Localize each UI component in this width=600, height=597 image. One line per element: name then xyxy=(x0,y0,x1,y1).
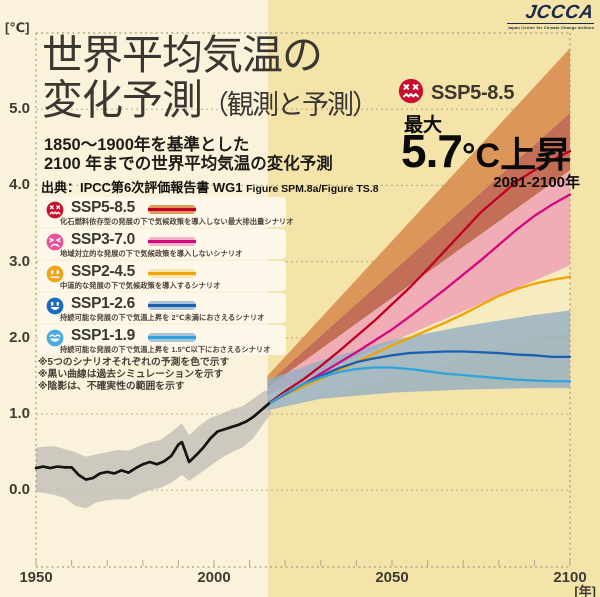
callout-value-number: 5.7 xyxy=(401,125,463,177)
x-tick-label-2100: 2100 xyxy=(553,569,587,586)
legend-item-ssp119: SSP1-1.9 持続可能な発展の下で気温上昇を 1.5℃以下におさえるシナリオ xyxy=(38,325,286,355)
source-citation: 出典：IPCC第6次評価報告書 WG1 Figure SPM.8a/Figure… xyxy=(41,177,379,196)
callout-value-unit: °C xyxy=(461,137,501,175)
band-ssp585-range xyxy=(267,48,570,384)
page-subtitle: 1850～1900年を基準とした 2100 年までの世界平均気温の変化予測 xyxy=(44,136,333,175)
y-tick-label-4.0: 4.0 xyxy=(9,176,30,194)
x-tick-label-2000: 2000 xyxy=(197,569,231,586)
jccca-logo-text: JCCCA xyxy=(524,2,596,23)
legend-desc-ssp585: 化石燃料依存型の発展の下で気候政策を導入しない最大排出量シナリオ xyxy=(60,216,294,226)
callout-max-label: 最大 xyxy=(404,115,443,136)
page-title: 世界平均気温の 変化予測（観測と予測） xyxy=(42,32,379,124)
legend-line-sample-ssp370 xyxy=(148,237,196,246)
y-tick-label-3.0: 3.0 xyxy=(9,252,30,270)
page-subtitle-line1: 1850～1900年を基準とした xyxy=(44,136,250,154)
band-historical-range xyxy=(36,389,271,509)
ssp585-callout-label: SSP5-8.5 xyxy=(431,82,515,104)
line-ssp119 xyxy=(269,366,572,404)
legend-line-sample-ssp585 xyxy=(148,205,196,214)
x-tick-label-1950: 1950 xyxy=(19,569,53,586)
page-title-line1: 世界平均気温の xyxy=(42,32,323,78)
source-figure-reference: Figure SPM.8a/Figure TS.8 xyxy=(246,183,379,195)
x-axis-unit: [年] xyxy=(574,584,596,597)
callout-value-rise: 上昇 xyxy=(500,134,571,175)
footnote-3: ※陰影は、不確実性の範囲を示す xyxy=(38,380,185,392)
line-historical xyxy=(34,400,273,481)
legend-label-ssp370: SSP3-7.0 xyxy=(71,231,135,248)
band-ssp126-ssp119-range xyxy=(267,310,570,411)
callout-max-value: 5.7 °C 上昇 xyxy=(401,124,571,178)
page-title-line2: 変化予測 xyxy=(42,77,203,124)
jccca-logo-tagline: Japan Center for Climate Change Actions xyxy=(507,23,594,30)
x-tick-label-2050: 2050 xyxy=(375,569,409,586)
y-axis-ticks: 0.0 1.0 2.0 3.0 4.0 5.0 xyxy=(0,0,30,597)
legend-item-ssp585: SSP5-8.5 化石燃料依存型の発展の下で気候政策を導入しない最大排出量シナリオ xyxy=(38,197,294,227)
legend-desc-ssp370: 地域対立的な発展の下で気候政策を導入しないシナリオ xyxy=(60,248,243,258)
ssp126-face-icon xyxy=(46,297,64,315)
ssp245-face-icon xyxy=(46,265,64,283)
legend-item-ssp126: SSP1-2.6 持続可能な発展の下で気温上昇を 2℃未満におさえるシナリオ xyxy=(38,293,286,323)
legend-desc-ssp126: 持続可能な発展の下で気温上昇を 2℃未満におさえるシナリオ xyxy=(60,312,265,322)
jccca-logo: JCCCA Japan Center for Climate Change Ac… xyxy=(507,2,596,30)
ssp585-face-icon xyxy=(46,201,64,219)
ssp585-callout-header: SSP5-8.5 xyxy=(398,78,515,109)
y-axis-unit: [℃] xyxy=(5,20,30,35)
legend-line-sample-ssp245 xyxy=(148,269,196,278)
legend-label-ssp126: SSP1-2.6 xyxy=(71,295,135,312)
band-ssp370-range xyxy=(267,170,570,395)
ssp585-angry-face-icon xyxy=(398,78,424,109)
ssp119-face-icon xyxy=(46,329,64,347)
line-ssp370 xyxy=(269,193,572,404)
ssp370-face-icon xyxy=(46,233,64,251)
page-subtitle-line2: 2100 年までの世界平均気温の変化予測 xyxy=(44,155,333,174)
footnote-1: ※5つのシナリオそれぞれの予測を色で示す xyxy=(38,357,230,368)
footnotes: ※5つのシナリオそれぞれの予測を色で示す ※黒い曲線は過去シミュレーションを示す ※… xyxy=(38,357,229,393)
line-ssp245 xyxy=(269,275,572,404)
callout-period: 2081-2100年 xyxy=(493,174,580,191)
legend-label-ssp119: SSP1-1.9 xyxy=(71,327,135,344)
page-title-suffix: （観測と予測） xyxy=(202,90,379,121)
footnote-2: ※黒い曲線は過去シミュレーションを示す xyxy=(38,368,224,380)
scenario-legend: SSP5-8.5 化石燃料依存型の発展の下で気候政策を導入しない最大排出量シナリオ… xyxy=(38,197,294,357)
legend-item-ssp245: SSP2-4.5 中道的な発展の下で気候政策を導入するシナリオ xyxy=(38,261,286,291)
legend-label-ssp585: SSP5-8.5 xyxy=(71,199,135,216)
y-tick-label-1.0: 1.0 xyxy=(9,405,30,422)
y-tick-label-2.0: 2.0 xyxy=(9,328,30,346)
y-tick-label-5.0: 5.0 xyxy=(9,100,30,118)
legend-line-sample-ssp119 xyxy=(148,333,196,342)
legend-item-ssp370: SSP3-7.0 地域対立的な発展の下で気候政策を導入しないシナリオ xyxy=(38,229,286,259)
source-citation-text: 出典：IPCC第6次評価報告書 WG1 xyxy=(41,180,247,195)
band-ssp370-ssp585-overlap xyxy=(267,113,570,388)
line-ssp126 xyxy=(269,350,572,404)
legend-label-ssp245: SSP2-4.5 xyxy=(71,263,135,280)
legend-desc-ssp119: 持続可能な発展の下で気温上昇を 1.5℃以下におさえるシナリオ xyxy=(60,344,271,354)
y-tick-label-0.0: 0.0 xyxy=(9,481,30,499)
ssp585-callout-face-icon xyxy=(398,78,424,104)
line-ssp585 xyxy=(269,149,572,403)
legend-line-sample-ssp126 xyxy=(148,301,196,310)
legend-desc-ssp245: 中道的な発展の下で気候政策を導入するシナリオ xyxy=(60,280,221,290)
